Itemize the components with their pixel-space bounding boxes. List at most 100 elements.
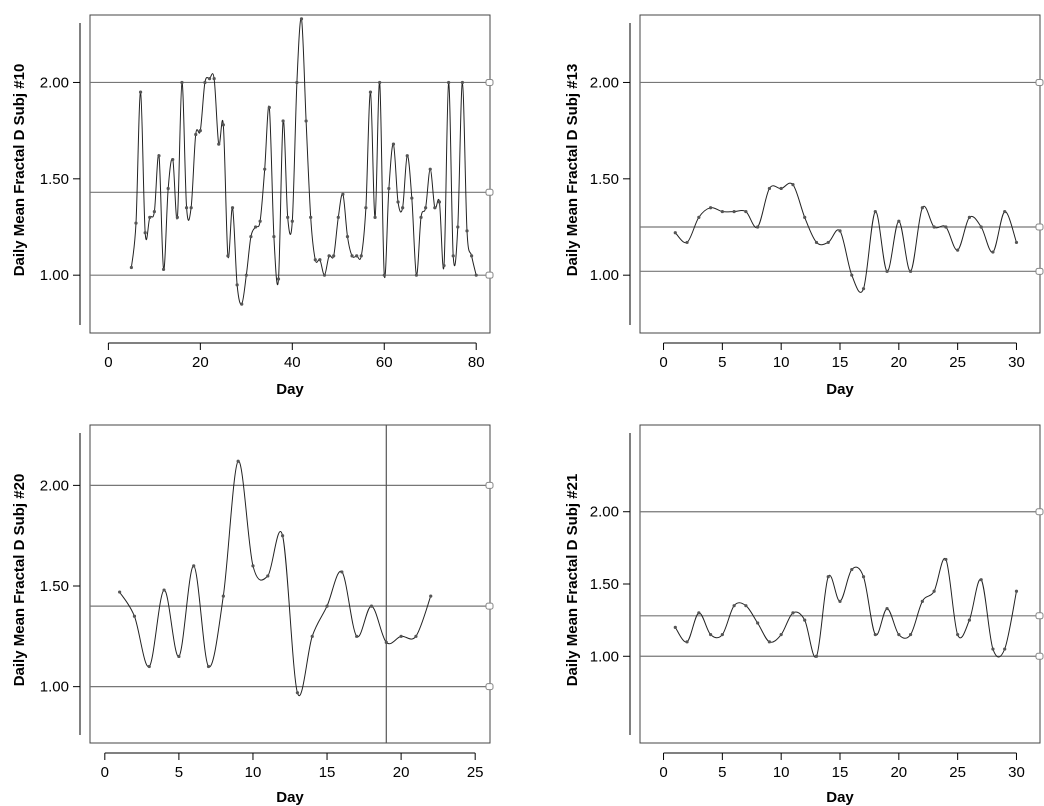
x-tick-label: 15 <box>832 354 849 371</box>
data-point <box>838 229 842 233</box>
data-point <box>147 664 151 669</box>
data-point <box>447 80 451 85</box>
data-point <box>249 235 253 239</box>
data-point <box>767 186 772 191</box>
reference-marker <box>485 481 494 489</box>
x-axis: 0 5 10 15 20 25 30 <box>659 342 1025 371</box>
data-point <box>162 588 166 592</box>
data-point <box>401 206 405 210</box>
data-point <box>850 273 854 277</box>
x-tick-label: 60 <box>376 354 393 371</box>
data-point <box>194 132 198 137</box>
y-axis-title: Daily Mean Fractal D Subj #13 <box>564 64 581 277</box>
reference-marker <box>485 188 494 196</box>
data-point <box>803 618 807 622</box>
data-point <box>391 142 396 146</box>
y-tick-label: 1.50 <box>590 576 619 593</box>
y-tick-label: 2.00 <box>40 74 69 91</box>
data-points <box>129 17 478 306</box>
chart-panel-subj-21: 0 5 10 15 20 25 30 1.00 1.50 2.00 Day Daily Mean… <box>564 424 1044 806</box>
plot-frame <box>89 424 491 744</box>
data-point <box>235 283 239 287</box>
data-point <box>826 575 830 579</box>
x-tick-label: 0 <box>101 764 109 781</box>
y-tick-label: 1.00 <box>590 648 619 665</box>
data-point <box>134 221 138 225</box>
data-point <box>332 254 336 258</box>
x-tick-label: 10 <box>773 764 790 781</box>
data-point <box>345 235 350 239</box>
data-point <box>708 206 713 210</box>
chart-panel-subj-10: 0 20 40 60 80 1.00 1.50 2.00 Day Daily Mean Fr… <box>11 14 494 398</box>
y-axis-title: Daily Mean Fractal D Subj #10 <box>11 64 28 277</box>
data-point <box>779 186 783 191</box>
reference-markers <box>1035 78 1044 275</box>
x-tick-label: 5 <box>175 764 183 781</box>
data-points <box>673 183 1019 291</box>
reference-lines <box>640 511 1040 657</box>
data-point <box>221 123 225 127</box>
data-point <box>118 590 122 594</box>
data-point <box>1014 589 1019 593</box>
data-point <box>276 277 281 281</box>
data-point <box>350 254 354 258</box>
y-tick-label: 2.00 <box>40 477 69 494</box>
reference-lines <box>90 81 490 276</box>
data-point <box>791 183 795 187</box>
reference-marker <box>485 78 494 86</box>
reference-marker <box>485 271 494 279</box>
data-point <box>460 80 465 85</box>
reference-marker <box>1035 612 1044 620</box>
reference-marker <box>485 602 494 610</box>
reference-marker <box>1035 267 1044 275</box>
data-point <box>437 200 442 204</box>
x-tick-label: 30 <box>1008 764 1025 781</box>
x-tick-label: 0 <box>659 354 667 371</box>
y-tick-label: 1.50 <box>40 171 69 188</box>
data-point <box>272 235 276 239</box>
data-point <box>897 219 901 223</box>
data-point <box>387 186 391 191</box>
data-point <box>286 215 290 219</box>
x-tick-label: 0 <box>104 354 112 371</box>
reference-marker <box>1035 78 1044 86</box>
data-point <box>967 618 972 622</box>
data-point <box>263 167 267 171</box>
x-tick-label: 10 <box>245 764 262 781</box>
data-point <box>756 225 760 229</box>
x-tick-label: 20 <box>192 354 209 371</box>
data-point <box>410 196 414 200</box>
data-point <box>258 219 262 223</box>
data-point <box>295 80 299 85</box>
reference-marker <box>485 683 494 691</box>
data-point <box>236 459 240 463</box>
data-point <box>396 200 400 204</box>
data-point <box>767 640 772 644</box>
x-tick-label: 30 <box>1008 354 1025 371</box>
data-point <box>456 225 460 229</box>
data-point <box>424 206 428 210</box>
data-point <box>203 80 207 85</box>
data-point <box>861 575 866 579</box>
y-tick-label: 1.50 <box>40 578 69 595</box>
reference-marker <box>1035 508 1044 516</box>
data-point <box>198 129 202 133</box>
data-point <box>465 229 469 233</box>
data-point <box>697 611 701 615</box>
x-tick-label: 0 <box>659 764 667 781</box>
data-point <box>382 273 386 277</box>
data-point <box>991 647 995 651</box>
data-point <box>267 105 271 110</box>
data-point <box>341 192 345 196</box>
data-point <box>295 691 300 695</box>
data-point <box>920 206 924 210</box>
data-point <box>744 209 748 214</box>
data-point <box>143 231 147 235</box>
data-point <box>152 209 156 214</box>
data-point <box>281 119 285 123</box>
data-point <box>697 215 701 219</box>
data-point <box>791 611 795 615</box>
data-point <box>175 215 179 219</box>
reference-lines <box>640 81 1040 272</box>
data-point <box>732 209 736 214</box>
